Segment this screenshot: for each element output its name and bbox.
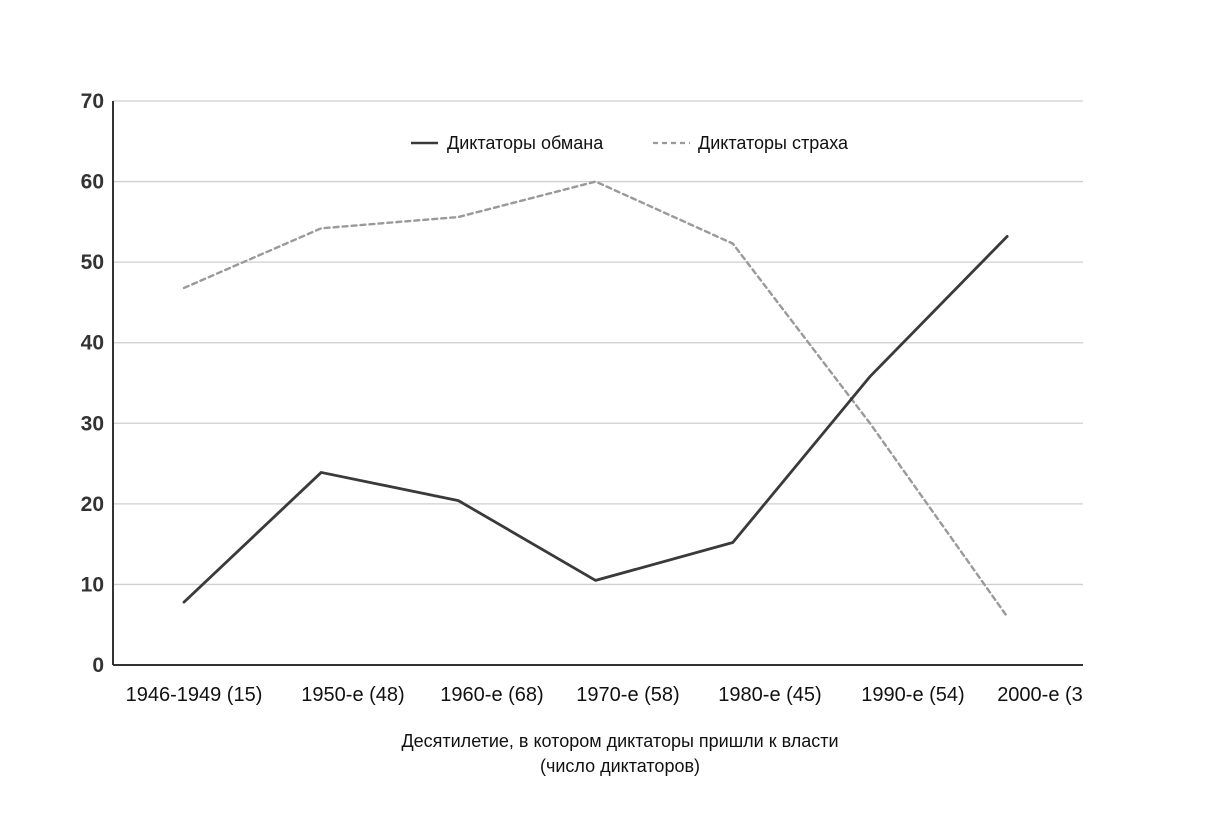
x-tick-label: 1970-е (58) [576,684,679,706]
x-tick-label: 1950-е (48) [301,684,404,706]
gridlines [113,100,1083,586]
axes [112,101,1083,666]
y-tick-label: 10 [81,573,104,596]
x-axis-label: Десятилетие, в котором диктаторы пришли … [401,731,838,751]
series-line-fear [182,180,1009,618]
series-line-deception [182,234,1009,604]
y-tick-label: 60 [81,171,104,194]
y-tick-label: 20 [81,493,104,516]
y-tick-label: 70 [81,90,104,113]
x-axis-ticks: 1946-1949 (15) 1950-е (48) 1960-е (68) 1970… [126,684,1083,706]
legend: Диктаторы обмана Диктаторы страха [411,133,849,153]
y-tick-label: 50 [81,251,104,274]
x-tick-label: 2000-е (3 [997,684,1083,706]
x-tick-label: 1980-е (45) [718,684,821,706]
x-tick-label: 1990-е (54) [861,684,964,706]
x-axis-sublabel: (число диктаторов) [540,756,700,776]
legend-label-deception: Диктаторы обмана [447,133,604,153]
y-tick-label: 30 [81,412,104,435]
series-group [182,180,1009,618]
x-tick-label: 1960-е (68) [440,684,543,706]
y-axis-ticks: 0 10 20 30 40 50 60 70 [81,90,104,677]
x-tick-label: 1946-1949 (15) [126,684,263,706]
legend-label-fear: Диктаторы страха [698,133,849,153]
y-tick-label: 0 [92,654,104,677]
y-tick-label: 40 [81,332,104,355]
